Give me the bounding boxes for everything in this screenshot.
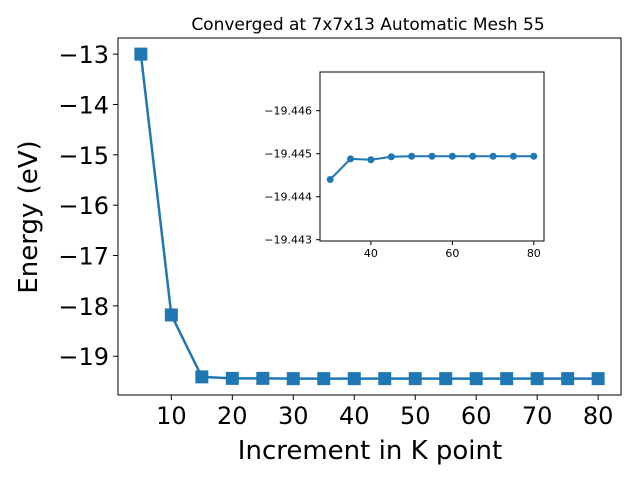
x-axis-label: Increment in K point <box>238 436 502 466</box>
inset-data-point <box>509 152 517 160</box>
inset-y-tick-label: −19.444 <box>264 191 312 204</box>
inset-plot-area: 40 60 80 −19.446 −19.445 −19.444 −19.443 <box>264 71 545 260</box>
inset-y-tick-label: −19.446 <box>264 105 312 118</box>
inset-data-point <box>387 153 395 161</box>
inset-data-point <box>326 176 334 184</box>
inset-data-point <box>530 152 538 160</box>
main-x-tick-label: 70 <box>522 402 553 430</box>
main-y-tick-label: −19 <box>58 343 109 371</box>
main-y-tick-label: −16 <box>58 192 109 220</box>
main-data-point <box>561 372 575 386</box>
main-x-tick-label: 80 <box>583 402 614 430</box>
inset-data-point <box>448 152 456 160</box>
main-data-point <box>591 372 605 386</box>
main-x-tick-label: 10 <box>156 402 187 430</box>
main-data-point <box>408 372 422 386</box>
main-data-point <box>530 372 544 386</box>
main-data-point <box>225 371 239 385</box>
main-x-tick-label: 60 <box>461 402 492 430</box>
main-data-point <box>256 371 270 385</box>
main-y-tick-label: −14 <box>58 91 109 119</box>
main-data-point <box>164 308 178 322</box>
main-x-tick-label: 40 <box>339 402 370 430</box>
inset-data-point <box>469 152 477 160</box>
inset-y-tick-label: −19.445 <box>264 148 312 161</box>
main-data-point <box>286 372 300 386</box>
main-y-tick-label: −13 <box>58 41 109 69</box>
inset-data-point <box>428 152 436 160</box>
main-data-point <box>439 372 453 386</box>
main-data-point <box>195 370 209 384</box>
main-data-point <box>317 372 331 386</box>
main-data-point <box>347 372 361 386</box>
main-data-point <box>134 47 148 61</box>
inset-data-point <box>408 152 416 160</box>
main-x-tick-label: 20 <box>217 402 248 430</box>
y-axis-label: Energy (eV) <box>14 140 44 293</box>
inset-data-point <box>367 156 375 164</box>
main-data-point <box>469 372 483 386</box>
main-y-tick-label: −17 <box>58 243 109 271</box>
main-y-tick-label: −15 <box>58 142 109 170</box>
inset-x-tick-label: 60 <box>445 247 459 260</box>
inset-data-point <box>347 155 355 163</box>
main-x-tick-label: 30 <box>278 402 309 430</box>
inset-x-tick-label: 40 <box>364 247 378 260</box>
main-x-tick-label: 50 <box>400 402 431 430</box>
chart-title: Converged at 7x7x13 Automatic Mesh 55 <box>191 15 544 35</box>
inset-y-tick-label: −19.443 <box>264 234 312 247</box>
inset-x-tick-label: 80 <box>527 247 541 260</box>
main-y-tick-label: −18 <box>58 293 109 321</box>
main-data-point <box>378 372 392 386</box>
main-series-line <box>139 53 599 380</box>
inset-data-point <box>489 152 497 160</box>
main-data-point <box>500 372 514 386</box>
